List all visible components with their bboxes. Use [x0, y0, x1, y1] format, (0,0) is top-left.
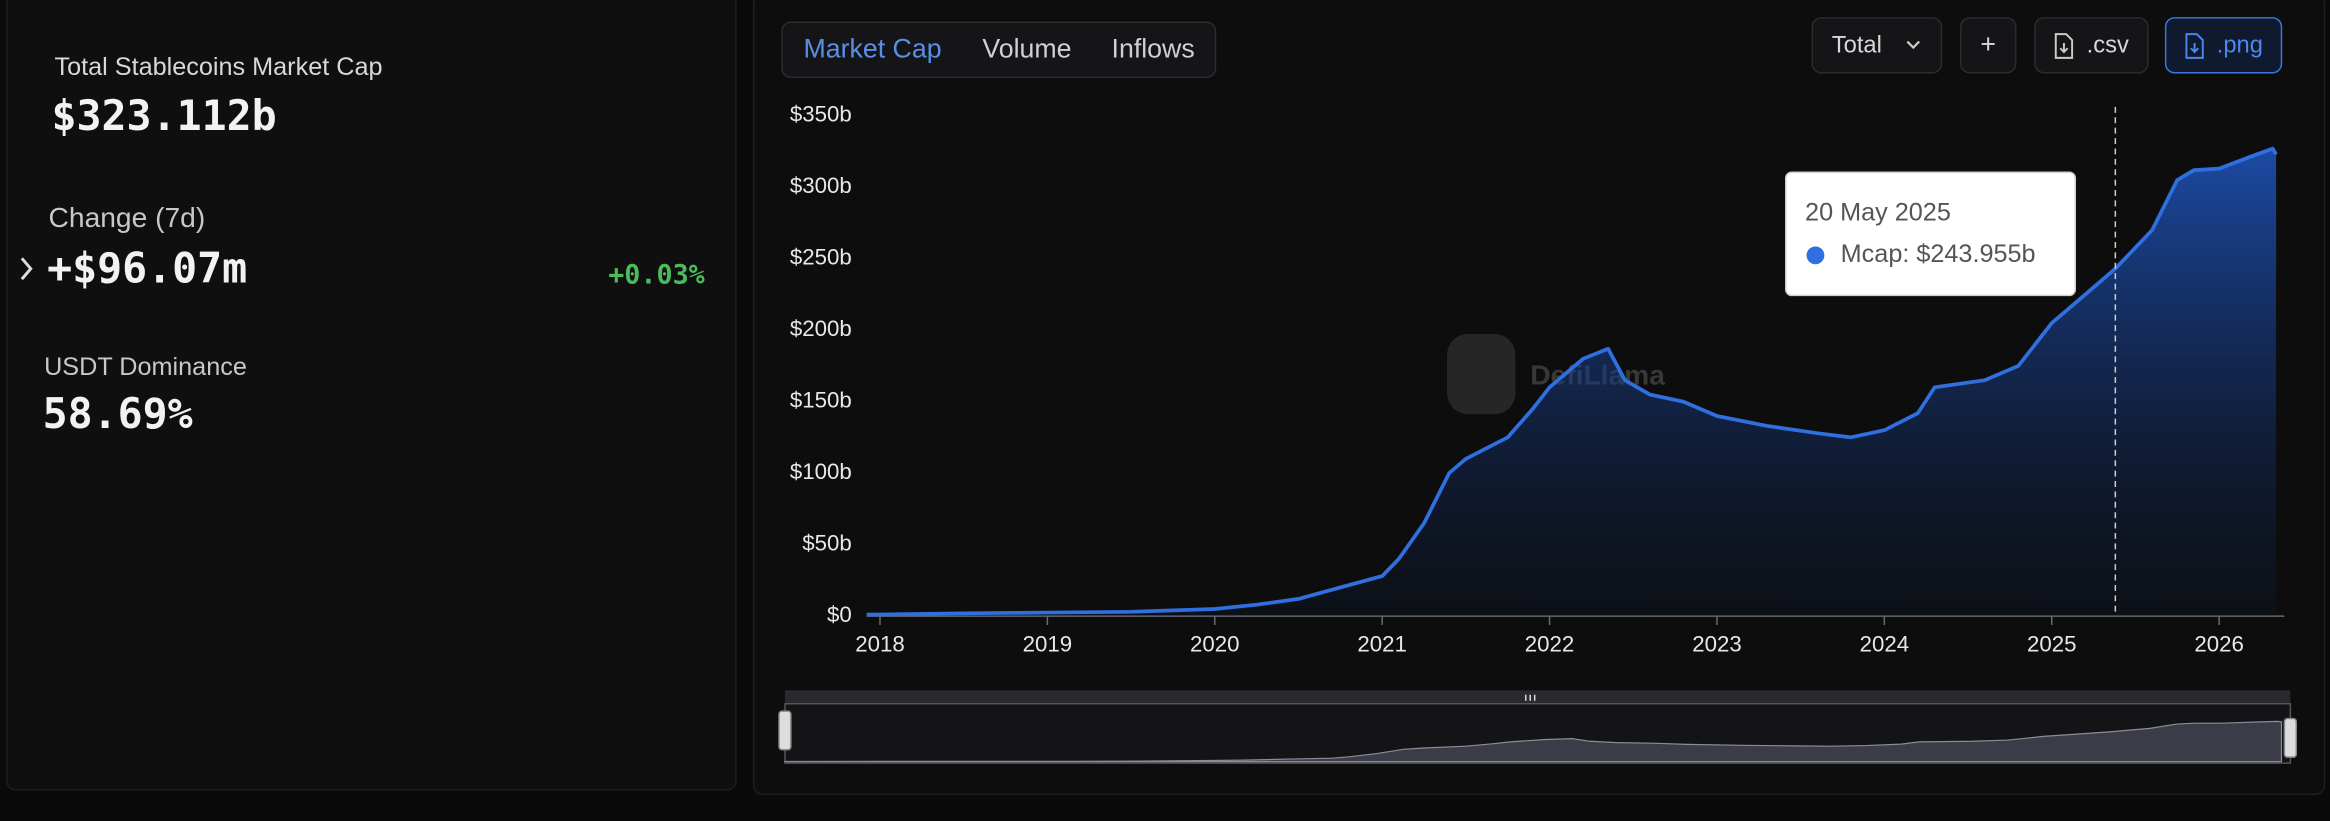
png-label: .png: [2217, 31, 2263, 58]
y-tick-label: $0: [827, 602, 852, 627]
add-button[interactable]: [1960, 17, 2017, 74]
tab[interactable]: Market Cap: [803, 34, 941, 64]
tooltip-date: 20 May 2025: [1805, 198, 1951, 226]
expand-icon[interactable]: [20, 257, 33, 281]
stat-value: +$96.07m: [47, 244, 247, 293]
stat-label: Change (7d): [49, 201, 206, 233]
y-tick-label: $200b: [790, 316, 852, 341]
navigator-handle[interactable]: [2283, 717, 2298, 758]
chevron-icon: [1906, 40, 1920, 50]
x-tick-label: 2023: [1692, 632, 1742, 657]
x-tick-label: 2018: [855, 632, 905, 657]
stat-title: Total Stablecoins Market Cap: [54, 53, 382, 81]
change-percent: +0.03%: [608, 260, 705, 291]
area: [866, 148, 2277, 617]
x-tick-label: 2025: [2027, 632, 2077, 657]
dropdown-label: Total: [1832, 31, 1882, 58]
x-tick-label: 2020: [1190, 632, 1240, 657]
total-dropdown[interactable]: [1811, 17, 1943, 74]
x-tick-label: 2024: [1860, 632, 1910, 657]
watermark-logo: [1447, 334, 1516, 415]
y-tick-label: $300b: [790, 173, 852, 198]
tooltip-value: Mcap: $243.955b: [1841, 240, 2036, 268]
stat-value: $323.112b: [52, 91, 277, 140]
navigator-handle[interactable]: [778, 710, 792, 751]
csv-button[interactable]: [2034, 17, 2149, 74]
stats-panel: [6, 0, 737, 791]
line: [866, 146, 2278, 617]
y-tick-label: $100b: [790, 459, 852, 484]
navigator-area: [784, 720, 2283, 763]
tooltip: [1785, 171, 2077, 297]
stat-label: USDT Dominance: [44, 353, 247, 381]
x-tick-label: 2022: [1525, 632, 1575, 657]
file-icon: [2054, 33, 2074, 59]
x-tick-label: 2019: [1023, 632, 1073, 657]
tab-group: [781, 21, 1217, 78]
navigator-bar[interactable]: [784, 690, 2291, 704]
add-label: +: [1980, 29, 1996, 59]
tab[interactable]: Inflows: [1112, 34, 1195, 64]
tab[interactable]: Volume: [982, 34, 1071, 64]
y-tick-label: $250b: [790, 245, 852, 270]
y-tick-label: $350b: [790, 102, 852, 127]
navigator-series: [784, 720, 2283, 763]
legend-dot: [1806, 246, 1825, 265]
file-icon: [2185, 33, 2204, 59]
plot: $0 $50b $100b $150b $200b $250b $300b $350b 2018…: [790, 102, 2285, 657]
x-tick-label: 2026: [2194, 632, 2244, 657]
y-tick-label: $50b: [802, 531, 852, 556]
x-tick-label: 2021: [1357, 632, 1407, 657]
csv-label: .csv: [2087, 31, 2129, 58]
grip-icon: [1525, 694, 1536, 701]
y-tick-label: $150b: [790, 388, 852, 413]
stat-value: 58.69%: [43, 389, 193, 438]
png-button[interactable]: [2164, 17, 2283, 74]
